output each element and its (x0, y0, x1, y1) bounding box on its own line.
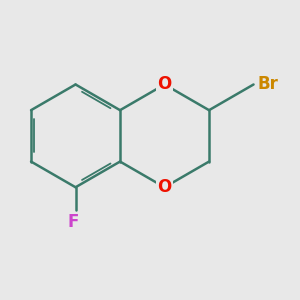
Text: O: O (158, 178, 172, 196)
Text: Br: Br (257, 76, 278, 94)
Text: F: F (68, 214, 79, 232)
Text: O: O (158, 76, 172, 94)
